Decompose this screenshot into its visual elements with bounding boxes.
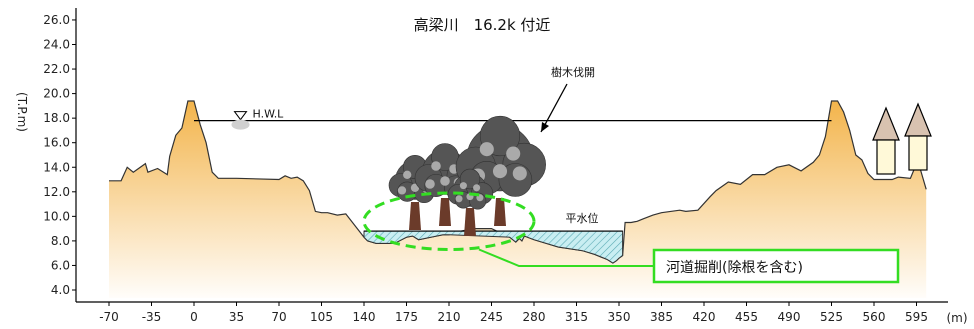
x-tick-label: -35 [142, 310, 162, 324]
hwl-mark-shadow [231, 119, 250, 130]
y-tick-label: 10.0 [43, 209, 70, 223]
house-icon [904, 102, 932, 171]
y-tick-label: 16.0 [43, 136, 70, 150]
x-tick-label: 385 [650, 310, 673, 324]
tree-clearing-arrowhead [541, 122, 549, 132]
y-tick-label: 4.0 [51, 283, 70, 297]
x-tick-label: 560 [863, 310, 886, 324]
x-tick-label: 0 [190, 310, 198, 324]
y-tick-label: 8.0 [51, 234, 70, 248]
tree-highlight [440, 176, 450, 186]
y-tick-label: 18.0 [43, 111, 70, 125]
x-tick-label: 140 [353, 310, 376, 324]
tree-highlight [473, 184, 481, 192]
x-tick-label: 175 [395, 310, 418, 324]
house-body [876, 139, 896, 175]
x-tick-label: 350 [608, 310, 631, 324]
house-icon [872, 106, 900, 175]
tree-highlight [479, 142, 494, 157]
excavation-leader-line [478, 248, 654, 267]
x-tick-label: 70 [271, 310, 286, 324]
y-axis-label: (T.P.m) [15, 92, 29, 132]
house-icons [872, 102, 932, 175]
y-tick-label: 12.0 [43, 185, 70, 199]
y-tick-label: 24.0 [43, 38, 70, 52]
tree-highlight [459, 182, 467, 190]
tree-highlight [512, 166, 527, 181]
tree-cluster [388, 115, 546, 236]
tree-highlight [506, 146, 521, 161]
tree-highlight [431, 161, 441, 171]
excavation-label: 河道掘削(除根を含む) [666, 260, 803, 276]
y-tick-label: 20.0 [43, 87, 70, 101]
chart-title: 高梁川 16.2k 付近 [414, 16, 551, 34]
x-tick-label: 280 [523, 310, 546, 324]
house-roof [904, 102, 932, 137]
tree-trunk [464, 208, 476, 236]
tree-highlight [455, 195, 463, 203]
tree-trunk [494, 198, 506, 226]
y-tick-label: 22.0 [43, 62, 70, 76]
x-tick-label: 595 [905, 310, 928, 324]
x-tick-label: 35 [229, 310, 244, 324]
x-tick-label: -70 [99, 310, 119, 324]
x-tick-label: 210 [438, 310, 461, 324]
y-tick-label: 14.0 [43, 160, 70, 174]
x-tick-label: 420 [693, 310, 716, 324]
y-tick-label: 6.0 [51, 258, 70, 272]
tree [447, 168, 494, 236]
tree-highlight [492, 164, 508, 179]
excavation-layer: 河道掘削(除根を含む) [362, 191, 900, 284]
x-tick-label: 315 [565, 310, 588, 324]
x-tick-label: 490 [778, 310, 801, 324]
excavation-ellipse [362, 191, 536, 251]
x-tick-label: 455 [735, 310, 758, 324]
tree-highlight [397, 186, 407, 195]
excavation-label-box [652, 248, 900, 284]
axes: 4.0 6.0 8.0 10.0 12.0 14.0 16.0 18.0 20.0 22.0 24.… [43, 8, 948, 324]
tree-clearing-label: 樹木伐開 [551, 66, 595, 79]
y-tick-label: 26.0 [43, 13, 70, 27]
x-axis-label: (m) [946, 311, 967, 325]
tree-highlight [425, 179, 435, 189]
tree-highlight [403, 170, 412, 179]
hwl-triangle-icon [233, 111, 248, 121]
tree [455, 115, 546, 226]
x-tick-label: 105 [310, 310, 333, 324]
x-tick-label: 525 [820, 310, 843, 324]
house-roof [872, 106, 900, 141]
house-body [908, 135, 928, 171]
tree-trunk [439, 198, 451, 226]
hwl-label: H.W.L [253, 108, 285, 121]
x-tick-label: 245 [480, 310, 503, 324]
tree-trunk [409, 202, 421, 230]
low-water-label: 平水位 [566, 211, 599, 225]
